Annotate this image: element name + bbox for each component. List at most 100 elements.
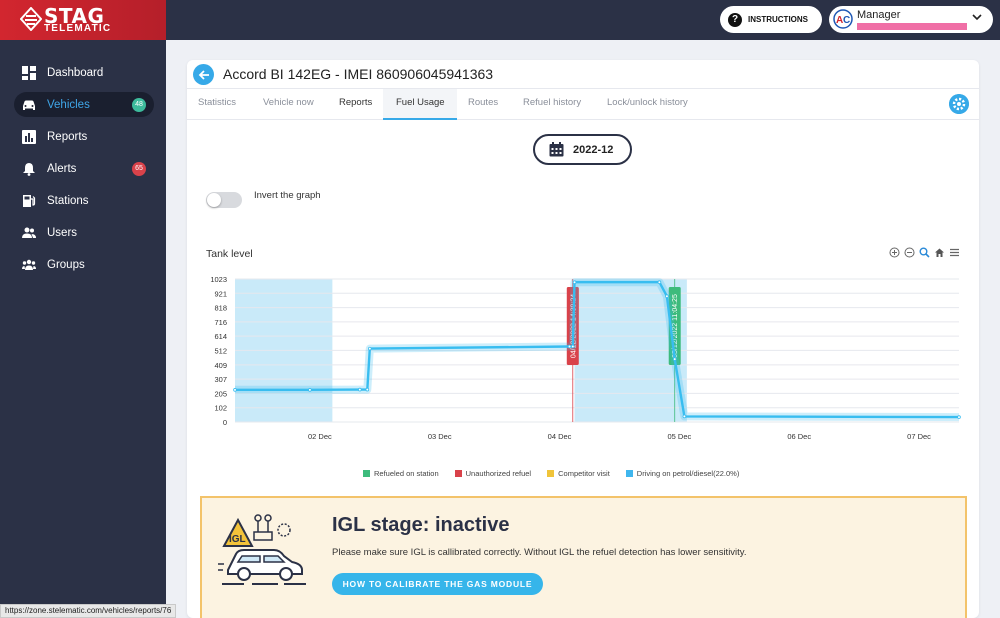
sidebar-item-dashboard[interactable]: Dashboard [14,60,154,85]
igl-description: Please make sure IGL is callibrated corr… [332,547,747,558]
tank-level-point [570,344,575,349]
sidebar-item-label: Users [47,226,78,239]
legend-item[interactable]: Competitor visit [547,469,610,478]
tank-level-chart[interactable]: 1023 921 818 716 614 512 409 307 205 102 0 02 Dec 03… [187,265,979,465]
legend-label: Competitor visit [558,469,610,478]
sidebar-item-reports[interactable]: Reports [14,124,154,149]
tank-level-point [682,414,687,419]
selected-month: 2022-12 [573,143,614,156]
sidebar-item-label: Dashboard [47,66,104,79]
bell-icon [23,162,35,176]
chart-legend: Refueled on station Unauthorized refuel Co… [363,469,739,478]
x-tick-label: 03 Dec [428,432,452,441]
calibrate-gas-module-button[interactable]: HOW TO CALIBRATE THE GAS MODULE [332,573,543,595]
tab-routes[interactable]: Routes [468,97,499,108]
tank-level-point [665,294,669,298]
legend-swatch [454,470,462,477]
back-button[interactable] [193,64,214,85]
y-tick-label: 409 [214,361,227,370]
chevron-down-icon [972,14,982,21]
legend-swatch [363,470,370,477]
y-tick-label: 205 [214,389,227,398]
zoom-out-icon[interactable] [904,247,915,258]
sidebar-item-groups[interactable]: Groups [14,252,154,277]
chart-title: Tank level [206,248,253,260]
event-marker-label-bg [668,287,681,365]
x-tick-label: 06 Dec [787,432,811,441]
arrow-left-icon [198,69,209,80]
redacted-username [857,23,967,30]
vehicle-title: Accord BI 142EG - IMEI 860906045941363 [223,66,494,82]
top-bar: STAG TELEMATIC ? INSTRUCTIONS A C Manage… [0,0,1000,40]
igl-banner: IGL IGL stage: inactive Please make sure… [200,496,967,618]
igl-title: IGL stage: inactive [332,514,510,536]
active-tab-indicator [383,89,457,120]
legend-swatch [547,470,555,477]
legend-label: Unauthorized refuel [465,469,532,478]
vehicles-count-badge: 48 [132,97,146,112]
y-tick-label: 307 [214,375,227,384]
alerts-count-badge: 65 [132,161,146,176]
x-tick-label: 02 Dec [308,432,332,441]
zoom-in-icon[interactable] [889,247,900,258]
status-bar-url: https://zone.stelematic.com/vehicles/rep… [0,604,177,618]
user-role: Manager [857,9,901,21]
tank-level-point [358,387,362,392]
sidebar: Dashboard Vehicles 48 Reports Alerts 65 … [0,40,166,618]
legend-label: Refueled on station [374,469,439,478]
tab-vehicle-now[interactable]: Vehicle now [263,97,314,108]
tab-refuel-history[interactable]: Refuel history [523,97,582,108]
sidebar-item-alerts[interactable]: Alerts 65 [14,156,154,181]
invert-graph-toggle[interactable] [206,192,242,208]
legend-item[interactable]: Refueled on station [363,469,439,478]
tab-reports[interactable]: Reports [339,97,373,108]
chart-toolbar [889,247,960,258]
brand-name: STAG [44,4,105,28]
sidebar-item-vehicles[interactable]: Vehicles 48 [14,92,154,117]
search-zoom-icon[interactable] [919,247,930,258]
tab-lock-unlock-history[interactable]: Lock/unlock history [607,97,688,108]
sidebar-item-label: Alerts [47,162,77,175]
x-tick-label: 04 Dec [548,432,572,441]
igl-car-illustration: IGL [218,514,306,585]
y-tick-label: 102 [214,404,227,413]
tab-fuel-usage[interactable]: Fuel Usage [396,97,445,108]
legend-label: Driving on petrol/diesel(22.0%) [636,469,740,478]
event-marker-label: 05/12/2022 11:04:25 [672,294,679,358]
tank-level-point [657,280,662,285]
invert-graph-label: Invert the graph [254,190,321,201]
sidebar-item-label: Groups [47,258,85,271]
tank-level-point [672,357,677,361]
vehicle-card: Accord BI 142EG - IMEI 860906045941363 S… [187,60,979,618]
settings-gear-icon[interactable] [949,94,969,114]
tank-level-point [308,388,312,392]
instructions-button[interactable]: ? INSTRUCTIONS [720,6,822,33]
dashboard-icon [22,65,36,80]
y-tick-label: 716 [214,318,227,327]
sidebar-item-users[interactable]: Users [14,220,154,245]
home-reset-icon[interactable] [934,247,945,258]
tank-level-point [233,388,237,392]
legend-item[interactable]: Unauthorized refuel [454,469,532,478]
tab-statistics[interactable]: Statistics [198,97,237,108]
month-selector[interactable]: 2022-12 [533,134,632,165]
sidebar-item-label: Vehicles [47,98,90,111]
groups-icon [22,259,36,270]
legend-swatch [625,470,633,477]
user-menu-button[interactable]: A C Manager [829,6,993,33]
legend-item[interactable]: Driving on petrol/diesel(22.0%) [625,469,740,478]
y-tick-label: 614 [214,332,227,341]
fuel-station-icon [23,194,36,207]
sidebar-item-stations[interactable]: Stations [14,188,154,213]
instructions-label: INSTRUCTIONS [748,15,808,24]
tab-bar: Statistics Vehicle now Reports Fuel Usag… [187,88,979,120]
help-icon: ? [728,12,742,27]
x-tick-label: 05 Dec [668,432,692,441]
y-tick-label: 0 [223,418,227,427]
menu-icon[interactable] [949,247,960,258]
car-icon [23,100,35,110]
brand-logo[interactable]: STAG TELEMATIC [0,0,166,40]
igl-badge: IGL [229,534,246,545]
sidebar-item-label: Reports [47,130,88,143]
tank-level-point [368,346,372,351]
